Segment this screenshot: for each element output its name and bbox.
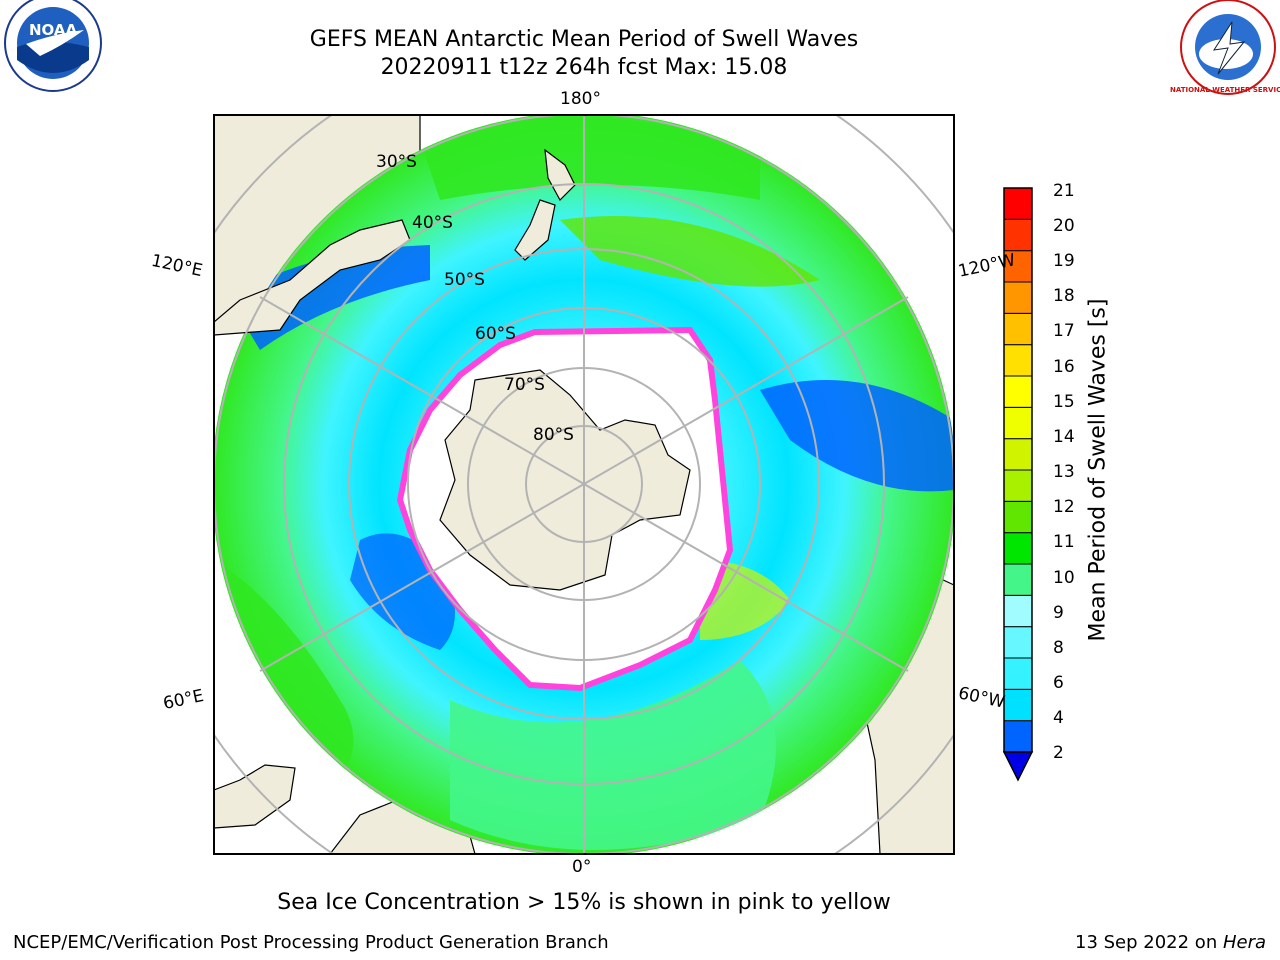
colorbar-tick: 4 (1053, 708, 1064, 728)
colorbar-tick: 16 (1053, 357, 1075, 377)
colorbar-segment (1003, 438, 1033, 471)
colorbar-segment (1003, 406, 1033, 440)
colorbar-extend-arrow (1002, 751, 1034, 782)
map-frame (213, 114, 955, 855)
lon-label-0: 0° (572, 857, 592, 877)
lat-label-70s: 70°S (504, 375, 545, 395)
colorbar-tick: 15 (1053, 392, 1075, 412)
antarctica (439, 369, 691, 591)
colorbar-tick: 19 (1053, 251, 1075, 271)
colorbar-tick: 20 (1053, 216, 1075, 236)
lat-label-80s: 80°S (533, 425, 574, 445)
colorbar-segment (1003, 532, 1033, 565)
colorbar-segment (1003, 594, 1033, 628)
colorbar-segment (1003, 720, 1033, 753)
colorbar-tick: 12 (1053, 497, 1075, 517)
colorbar-tick: 2 (1053, 743, 1064, 763)
footer-credit: NCEP/EMC/Verification Post Processing Pr… (13, 932, 609, 953)
colorbar-segment (1003, 187, 1033, 220)
colorbar (1003, 187, 1033, 753)
lon-label-180: 180° (560, 89, 601, 109)
colorbar-tick: 9 (1053, 603, 1064, 623)
colorbar-segment (1003, 469, 1033, 502)
map-title: GEFS MEAN Antarctic Mean Period of Swell… (309, 27, 859, 52)
colorbar-title: Mean Period of Swell Waves [s] (1085, 298, 1111, 642)
map-subtitle: 20220911 t12z 264h fcst Max: 15.08 (380, 55, 788, 80)
nws-logo-text: NATIONAL WEATHER SERVICE (1170, 86, 1280, 94)
colorbar-segment (1003, 218, 1033, 252)
colorbar-tick: 17 (1053, 321, 1075, 341)
colorbar-tick: 6 (1053, 673, 1064, 693)
new-zealand-north (544, 148, 576, 201)
colorbar-tick: 11 (1053, 532, 1075, 552)
colorbar-tick: 10 (1053, 568, 1075, 588)
colorbar-segment (1003, 281, 1033, 314)
lat-label-30s: 30°S (376, 152, 417, 172)
noaa-logo (4, 0, 102, 92)
colorbar-tick: 14 (1053, 427, 1075, 447)
colorbar-segment (1003, 500, 1033, 534)
colorbar-tick: 21 (1053, 181, 1075, 201)
colorbar-segment (1003, 657, 1033, 690)
nws-logo (1180, 0, 1276, 95)
lat-label-50s: 50°S (444, 270, 485, 290)
colorbar-segment (1003, 250, 1033, 283)
sea-ice-note: Sea Ice Concentration > 15% is shown in … (277, 890, 891, 915)
footer-machine: Hera (1222, 932, 1266, 953)
colorbar-segment (1003, 344, 1033, 377)
colorbar-tick: 13 (1053, 462, 1075, 482)
colorbar-segment (1003, 563, 1033, 596)
noaa-logo-text: NOAA (29, 21, 78, 39)
lat-label-60s: 60°S (475, 324, 516, 344)
colorbar-frame (1003, 187, 1033, 753)
colorbar-tick: 18 (1053, 286, 1075, 306)
new-zealand-south (514, 199, 556, 261)
colorbar-tick: 8 (1053, 638, 1064, 658)
footer-date: 13 Sep 2022 on Hera (1075, 932, 1266, 953)
colorbar-segment (1003, 375, 1033, 408)
lat-label-40s: 40°S (412, 213, 453, 233)
graticule (214, 115, 954, 854)
colorbar-segment (1003, 312, 1033, 346)
map-area (214, 115, 954, 854)
colorbar-segment (1003, 626, 1033, 659)
footer-date-text: 13 Sep 2022 on (1075, 932, 1223, 953)
colorbar-segment (1003, 688, 1033, 722)
